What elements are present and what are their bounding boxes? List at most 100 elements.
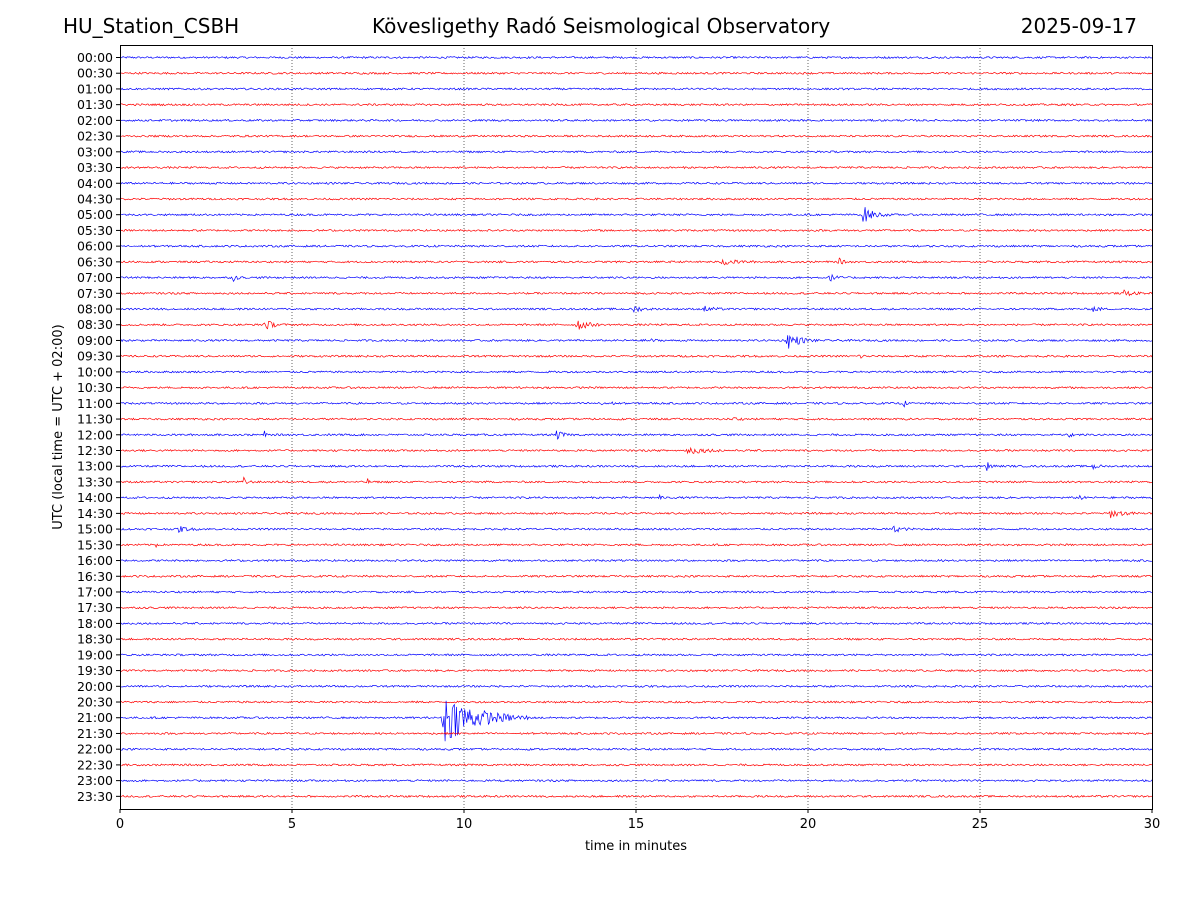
y-tick-label: 16:30 [77, 569, 113, 584]
trace-row [119, 417, 1153, 421]
y-tick-label: 02:30 [77, 129, 113, 144]
y-axis-ticks: 00:0000:3001:0001:3002:0002:3003:0003:30… [77, 50, 120, 804]
trace-row [119, 700, 1153, 742]
y-tick-label: 07:00 [77, 270, 113, 285]
x-tick-label: 5 [288, 817, 296, 832]
y-tick-label: 19:30 [77, 663, 113, 678]
trace-row [119, 150, 1153, 154]
y-tick-label: 02:00 [77, 113, 113, 128]
trace-row [119, 700, 1153, 704]
trace-row [119, 228, 1153, 233]
trace-row [119, 71, 1153, 75]
y-tick-label: 01:00 [77, 81, 113, 96]
trace-row [119, 207, 1153, 222]
x-tick-label: 15 [628, 817, 645, 832]
y-tick-label: 20:00 [77, 679, 113, 694]
y-tick-label: 00:00 [77, 50, 113, 65]
trace-row [119, 446, 1153, 455]
station-label: HU_Station_CSBH [63, 14, 240, 38]
y-tick-label: 06:00 [77, 239, 113, 254]
y-tick-label: 10:00 [77, 364, 113, 379]
trace-row [119, 668, 1153, 673]
y-tick-label: 21:30 [77, 726, 113, 741]
y-tick-label: 11:00 [77, 396, 113, 411]
trace-row [119, 476, 1153, 485]
y-tick-label: 01:30 [77, 97, 113, 112]
trace-row [119, 747, 1153, 751]
trace-row [119, 305, 1153, 313]
trace-row [119, 510, 1153, 519]
y-tick-label: 14:30 [77, 506, 113, 521]
y-tick-label: 08:00 [77, 302, 113, 317]
trace-row [119, 386, 1153, 390]
trace-row [119, 118, 1153, 122]
trace-row [119, 653, 1153, 657]
y-tick-label: 12:30 [77, 443, 113, 458]
trace-row [119, 334, 1153, 349]
trace-row [119, 794, 1153, 798]
trace-row [119, 197, 1153, 201]
vertical-gridlines [291, 45, 981, 809]
y-tick-label: 03:30 [77, 160, 113, 175]
chart-title: Kövesligethy Radó Seismological Observat… [372, 14, 831, 38]
trace-row [119, 320, 1153, 330]
x-tick-label: 10 [456, 817, 473, 832]
y-tick-label: 21:00 [77, 710, 113, 725]
x-tick-label: 30 [1144, 817, 1161, 832]
y-tick-label: 12:00 [77, 427, 113, 442]
y-tick-label: 04:30 [77, 191, 113, 206]
y-tick-label: 08:30 [77, 317, 113, 332]
y-tick-label: 14:00 [77, 490, 113, 505]
trace-row [119, 637, 1153, 641]
trace-row [119, 244, 1153, 248]
y-tick-label: 17:00 [77, 584, 113, 599]
y-tick-label: 17:30 [77, 600, 113, 615]
x-tick-label: 25 [972, 817, 989, 832]
trace-row [119, 55, 1153, 60]
y-tick-label: 13:00 [77, 459, 113, 474]
trace-row [119, 606, 1153, 610]
y-tick-label: 23:30 [77, 789, 113, 804]
y-tick-label: 11:30 [77, 412, 113, 427]
y-tick-label: 09:30 [77, 349, 113, 364]
trace-row [119, 574, 1152, 578]
trace-row [120, 779, 1153, 783]
trace-row [119, 493, 1153, 501]
plot-frame [120, 45, 1153, 810]
y-tick-label: 22:00 [77, 742, 113, 757]
y-tick-label: 03:00 [77, 144, 113, 159]
y-tick-label: 13:30 [77, 474, 113, 489]
trace-row [119, 165, 1153, 170]
trace-row [119, 289, 1153, 297]
x-axis-label: time in minutes [585, 839, 687, 854]
trace-row [120, 525, 1153, 533]
y-tick-label: 04:00 [77, 176, 113, 191]
trace-row [119, 134, 1153, 138]
trace-row [119, 558, 1153, 563]
y-tick-label: 05:00 [77, 207, 113, 222]
date-label: 2025-09-17 [1020, 14, 1137, 38]
trace-row [119, 462, 1153, 471]
trace-row [119, 763, 1153, 767]
trace-row [120, 370, 1153, 374]
y-axis-label: UTC (local time = UTC + 02:00) [51, 324, 66, 529]
y-tick-label: 16:00 [77, 553, 113, 568]
y-tick-label: 09:00 [77, 333, 113, 348]
y-tick-label: 22:30 [77, 757, 113, 772]
trace-row [119, 590, 1153, 594]
y-tick-label: 19:00 [77, 647, 113, 662]
y-tick-label: 18:30 [77, 632, 113, 647]
y-tick-label: 07:30 [77, 286, 113, 301]
trace-row [119, 400, 1153, 408]
trace-row [119, 684, 1153, 688]
x-tick-label: 20 [800, 817, 817, 832]
trace-row [119, 731, 1153, 736]
x-axis-ticks: 0 5 10 15 20 25 30 [116, 809, 1160, 832]
trace-row [119, 103, 1153, 107]
y-tick-label: 15:00 [77, 522, 113, 537]
y-tick-label: 00:30 [77, 66, 113, 81]
y-tick-label: 20:30 [77, 695, 113, 710]
x-tick-label: 0 [116, 817, 124, 832]
